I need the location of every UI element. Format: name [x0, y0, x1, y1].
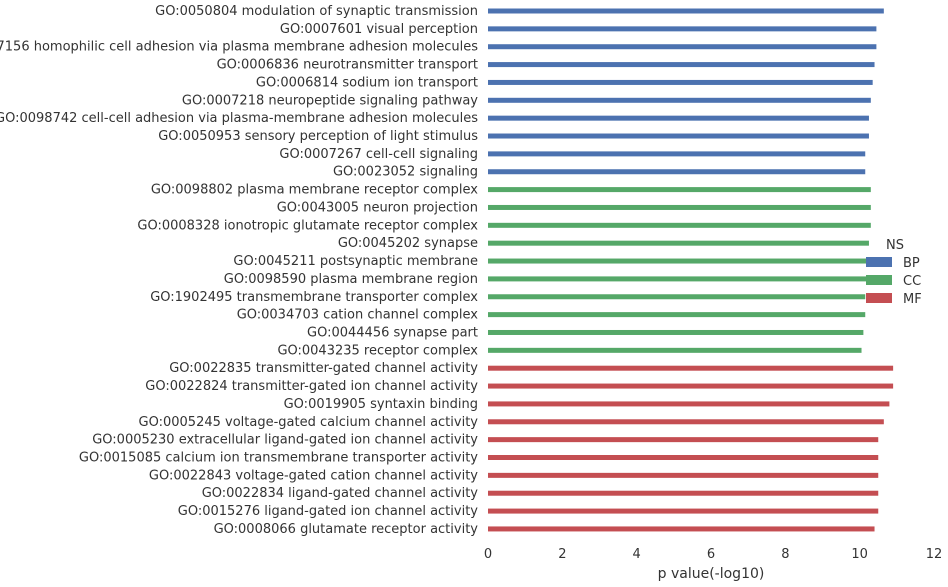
category-label: GO:0098802 plasma membrane receptor comp… [151, 183, 478, 198]
category-label: GO:0022835 transmitter-gated channel act… [169, 361, 478, 376]
category-label: GO:0045202 synapse [338, 236, 478, 251]
bar-mf [488, 472, 879, 478]
bar-mf [488, 419, 884, 425]
category-label: GO:0022824 transmitter-gated ion channel… [145, 379, 478, 394]
x-tick-label: 2 [558, 547, 566, 562]
x-tick-label: 8 [781, 547, 789, 562]
category-label: GO:0023052 signaling [333, 165, 478, 180]
bar-cc [488, 329, 864, 335]
category-label: GO:0007156 homophilic cell adhesion via … [0, 40, 478, 55]
bar-bp [488, 151, 866, 157]
category-label: GO:0019905 syntaxin binding [284, 397, 478, 412]
bar-mf [488, 437, 879, 443]
x-tick-label: 4 [633, 547, 641, 562]
category-label: GO:0043005 neuron projection [277, 200, 478, 215]
bar-cc [488, 312, 866, 318]
category-label: GO:0008066 glutamate receptor activity [214, 522, 479, 537]
category-label: GO:0022834 ligand-gated channel activity [202, 486, 479, 501]
legend-swatch-mf [866, 293, 892, 303]
legend: NS BP CC MF [866, 238, 922, 307]
bar-mf [488, 508, 879, 514]
bar-bp [488, 133, 869, 139]
category-label: GO:0022843 voltage-gated cation channel … [149, 468, 478, 483]
bar-cc [488, 204, 871, 210]
category-label: GO:0034703 cation channel complex [237, 308, 479, 323]
x-axis-ticks: 0 2 4 6 8 10 12 [484, 547, 942, 562]
legend-label-cc: CC [903, 274, 921, 289]
bar-bp [488, 97, 871, 103]
bar-mf [488, 490, 879, 496]
bar-bp [488, 115, 869, 121]
bar-cc [488, 240, 869, 246]
category-label: GO:0005245 voltage-gated calcium channel… [139, 415, 479, 430]
bar-bp [488, 8, 884, 14]
category-label: GO:1902495 transmembrane transporter com… [150, 290, 478, 305]
bar-mf [488, 455, 879, 460]
x-tick-label: 6 [707, 547, 715, 562]
x-tick-label: 10 [851, 547, 868, 562]
legend-swatch-cc [866, 275, 892, 285]
bar-bp [488, 44, 877, 50]
category-label: GO:0007218 neuropeptide signaling pathwa… [182, 93, 478, 108]
category-label: GO:0050953 sensory perception of light s… [158, 129, 478, 144]
bar-cc [488, 222, 871, 228]
category-label: GO:0005230 extracellular ligand-gated io… [92, 433, 478, 448]
bar-cc [488, 347, 862, 353]
legend-label-mf: MF [903, 292, 922, 307]
category-label: GO:0008328 ionotropic glutamate receptor… [137, 218, 478, 233]
category-label: GO:0098590 plasma membrane region [224, 272, 478, 287]
bar-bp [488, 62, 875, 68]
x-axis-title: p value(-log10) [658, 566, 765, 582]
category-label: GO:0045211 postsynaptic membrane [233, 254, 478, 269]
x-tick-label: 0 [484, 547, 492, 562]
category-label: GO:0015276 ligand-gated ion channel acti… [178, 504, 479, 519]
category-label: GO:0015085 calcium ion transmembrane tra… [79, 451, 478, 466]
category-label: GO:0098742 cell-cell adhesion via plasma… [0, 111, 478, 126]
bar-bp [488, 169, 866, 175]
bar-mf [488, 383, 894, 389]
bar-cc [488, 294, 866, 300]
category-label: GO:0007267 cell-cell signaling [279, 147, 478, 162]
bar-mf [488, 365, 894, 371]
category-label: GO:0043235 receptor complex [277, 343, 478, 358]
bar-cc [488, 187, 871, 193]
category-label: GO:0006814 sodium ion transport [256, 75, 478, 90]
category-label: GO:0044456 synapse part [307, 325, 478, 340]
legend-label-bp: BP [903, 256, 920, 271]
category-label: GO:0050804 modulation of synaptic transm… [155, 4, 478, 19]
bar-mf [488, 401, 890, 407]
bar-mf [488, 526, 875, 532]
category-label: GO:0007601 visual perception [280, 22, 478, 37]
bar-cc [488, 258, 868, 264]
legend-swatch-bp [866, 257, 892, 267]
category-labels: GO:0050804 modulation of synaptic transm… [0, 4, 478, 537]
bar-bp [488, 26, 877, 32]
bar-bp [488, 79, 873, 85]
x-tick-label: 12 [926, 547, 943, 562]
bar-cc [488, 276, 868, 282]
bars [488, 8, 894, 532]
legend-title: NS [886, 238, 904, 253]
category-label: GO:0006836 neurotransmitter transport [217, 58, 478, 73]
